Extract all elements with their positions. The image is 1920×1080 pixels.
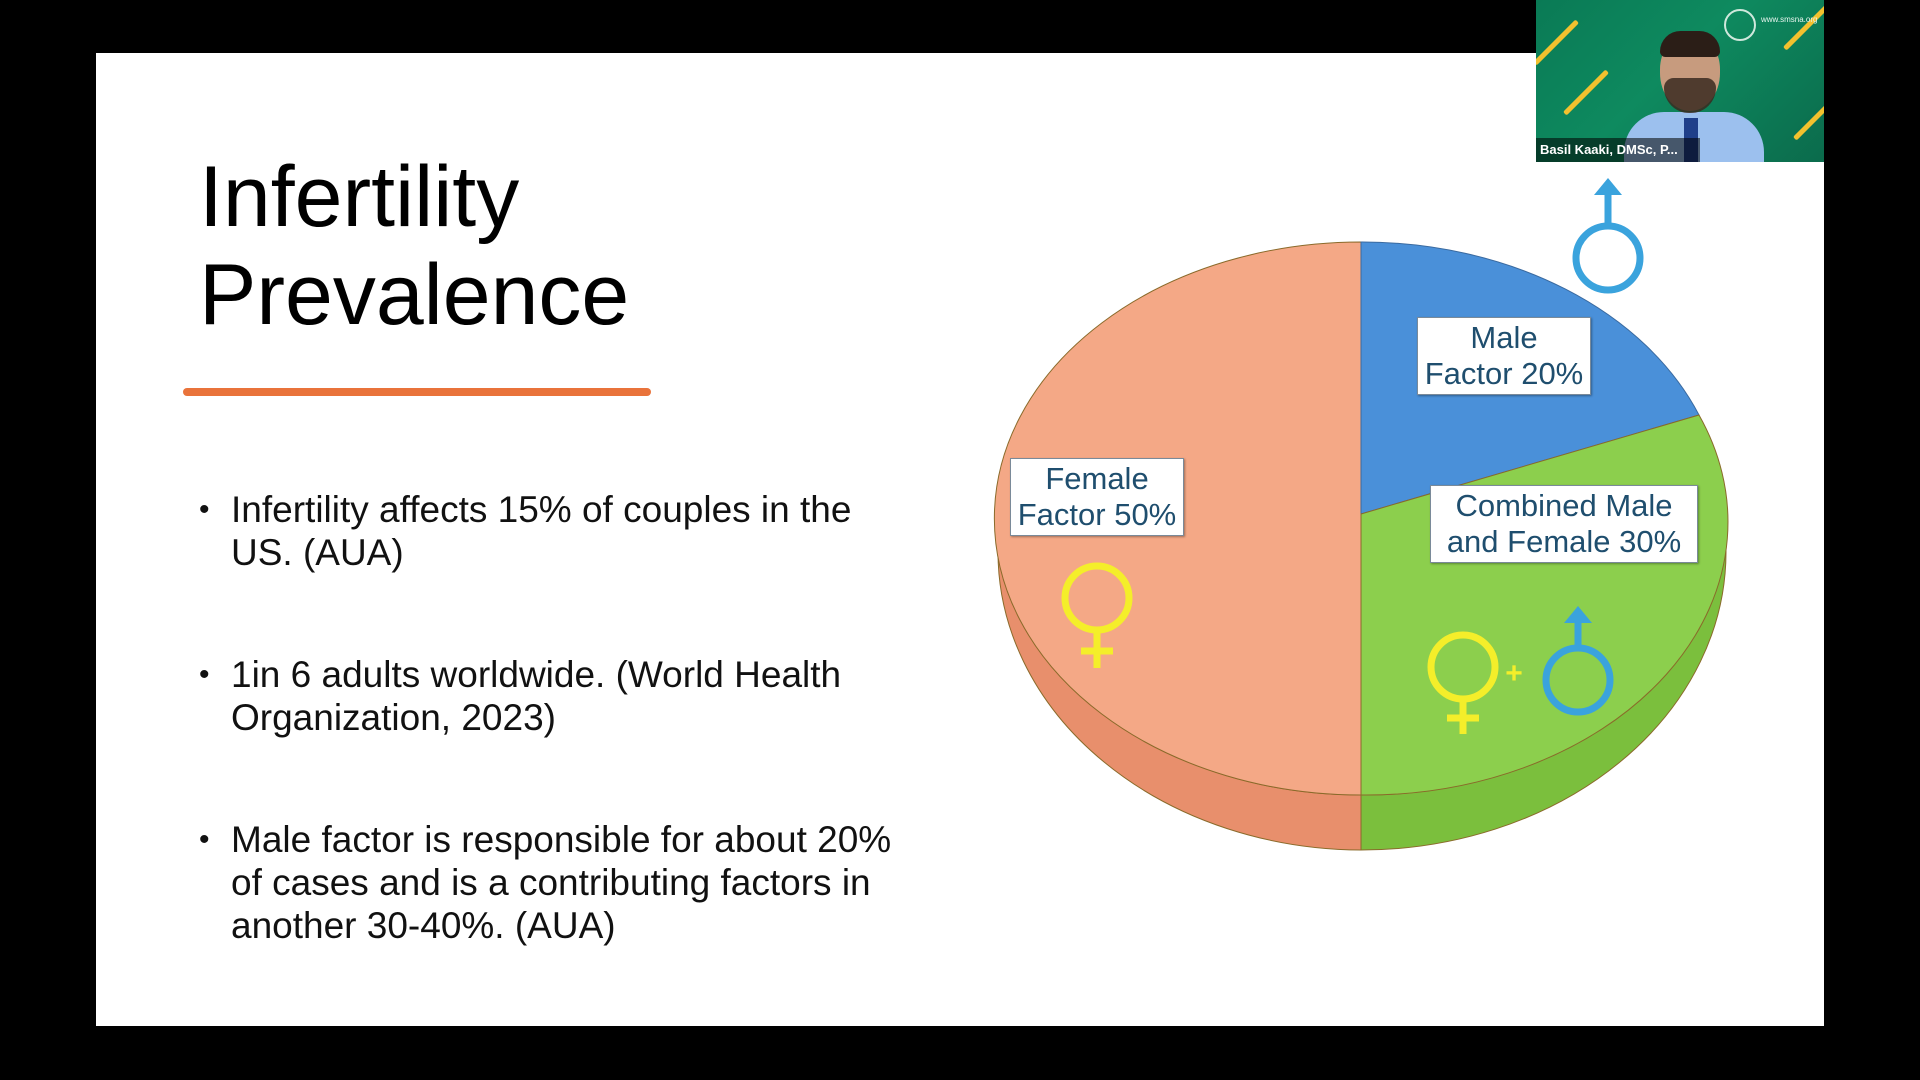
combined-female-icon: [1427, 631, 1499, 734]
pie-label-male-line-2: Factor 20%: [1424, 356, 1584, 391]
title-underline: [183, 388, 651, 396]
decorative-streak: [1536, 19, 1579, 66]
female-symbol-icon: [1061, 562, 1133, 668]
participant-beard: [1664, 78, 1716, 113]
pie-label-female-line-1: Female: [1045, 461, 1149, 496]
pie-label-male-line-1: Male: [1470, 320, 1538, 355]
pie-slice-female: [993, 241, 1362, 796]
bullet-item: Male factor is responsible for about 20%…: [199, 818, 899, 947]
male-symbol-icon: [1572, 178, 1644, 294]
participant-name-label: Basil Kaaki, DMSc, P...: [1536, 138, 1700, 162]
slide-title-line-1: Infertility: [199, 149, 520, 245]
organization-site: www.smsna.org: [1761, 15, 1818, 24]
pie-label-combined-line-1: Combined Male: [1455, 488, 1673, 523]
combined-male-icon: [1542, 606, 1614, 716]
slide-title-line-2: Prevalence: [199, 247, 630, 343]
pie-label-female: Female Factor 50%: [1010, 458, 1184, 536]
presentation-slide: Infertility Prevalence Infertility affec…: [96, 53, 1824, 1026]
participant-hair: [1660, 31, 1720, 57]
pie-label-combined-line-2: and Female 30%: [1446, 524, 1682, 559]
slide-title: Infertility Prevalence: [199, 148, 899, 344]
decorative-streak: [1793, 94, 1824, 141]
combined-plus-sign: +: [1505, 657, 1523, 690]
pie-label-female-line-2: Factor 50%: [1017, 497, 1177, 532]
participant-video-tile[interactable]: www.smsna.org Basil Kaaki, DMSc, P...: [1536, 0, 1824, 162]
bullet-item: Infertility affects 15% of couples in th…: [199, 488, 899, 574]
decorative-streak: [1563, 69, 1609, 116]
decorative-streak: [1783, 4, 1824, 51]
organization-logo: [1724, 9, 1756, 41]
pie-label-male: Male Factor 20%: [1417, 317, 1591, 395]
bullet-item: 1in 6 adults worldwide. (World Health Or…: [199, 653, 899, 739]
pie-label-combined: Combined Male and Female 30%: [1430, 485, 1698, 563]
